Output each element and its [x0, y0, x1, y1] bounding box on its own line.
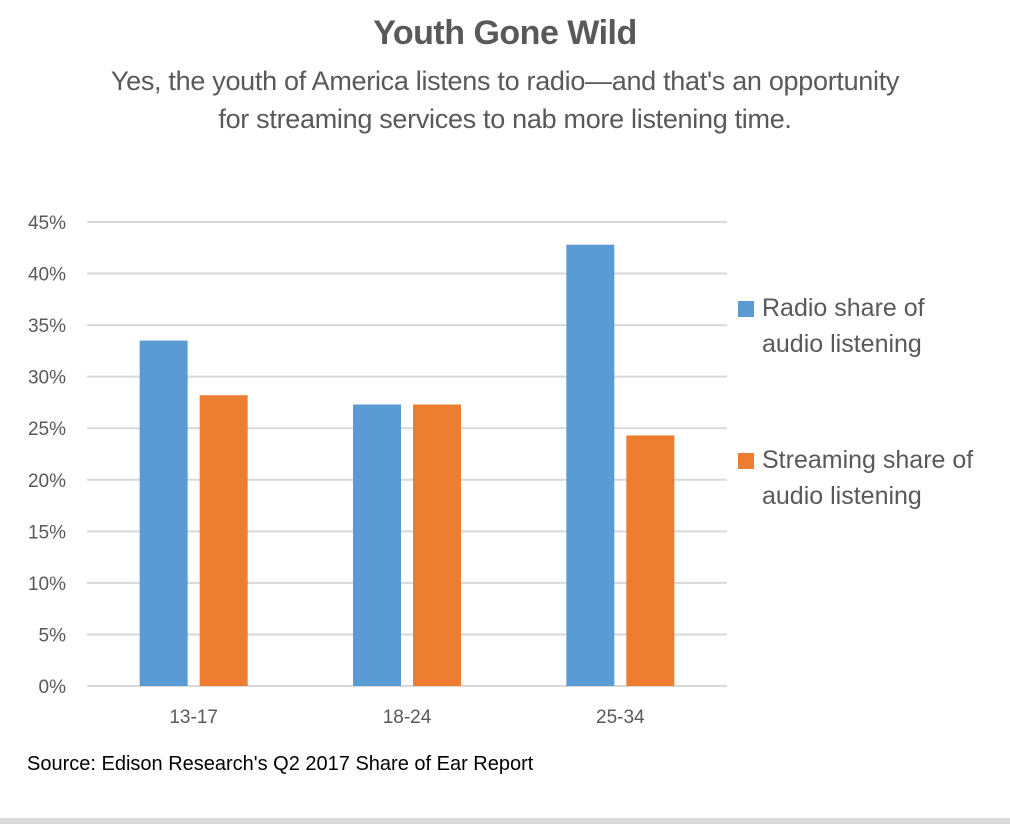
legend-label-streaming: Streaming share of audio listening: [762, 442, 1010, 514]
bar-streaming-13-17: [199, 395, 248, 686]
y-tick-label: 20%: [28, 471, 66, 492]
y-tick-label: 15%: [28, 522, 66, 543]
bar-streaming-25-34: [626, 435, 675, 686]
legend-label-streaming-line2: audio listening: [762, 482, 922, 510]
y-tick-label: 25%: [28, 419, 66, 440]
gridlines: [87, 221, 727, 687]
bar-chart: 0% 5% 10% 15% 20% 25% 30% 35% 40% 45% 13-17 18-24 2…: [28, 213, 727, 728]
legend-label-radio: Radio share of audio listening: [762, 290, 1010, 362]
bars: [139, 244, 675, 686]
y-tick-label: 35%: [28, 316, 66, 337]
legend-label-radio-line2: audio listening: [762, 330, 922, 358]
chart-subtitle: Yes, the youth of America listens to rad…: [110, 66, 900, 134]
chart-title: Youth Gone Wild: [373, 14, 637, 52]
y-tick-label: 45%: [28, 213, 66, 234]
y-tick-label: 5%: [39, 625, 67, 646]
y-tick-label: 0%: [39, 677, 67, 698]
bottom-divider: [0, 818, 1010, 824]
y-tick-label: 10%: [28, 574, 66, 595]
y-axis-ticks: 0% 5% 10% 15% 20% 25% 30% 35% 40% 45%: [28, 213, 66, 698]
source-note: Source: Edison Research's Q2 2017 Share …: [27, 753, 534, 775]
x-tick-label: 13-17: [169, 707, 218, 728]
y-tick-label: 40%: [28, 265, 66, 286]
y-tick-label: 30%: [28, 368, 66, 389]
legend-label-radio-line1: Radio share of: [762, 294, 925, 322]
x-tick-label: 25-34: [596, 707, 645, 728]
legend-swatch-streaming: [738, 453, 754, 469]
x-axis-ticks: 13-17 18-24 25-34: [169, 707, 645, 728]
legend-swatch-radio: [738, 301, 754, 317]
bar-radio-18-24: [353, 404, 401, 686]
bar-streaming-18-24: [413, 404, 461, 686]
x-tick-label: 18-24: [383, 707, 432, 728]
bar-radio-25-34: [566, 244, 615, 686]
bar-radio-13-17: [139, 340, 188, 686]
legend-label-streaming-line1: Streaming share of: [762, 446, 974, 474]
